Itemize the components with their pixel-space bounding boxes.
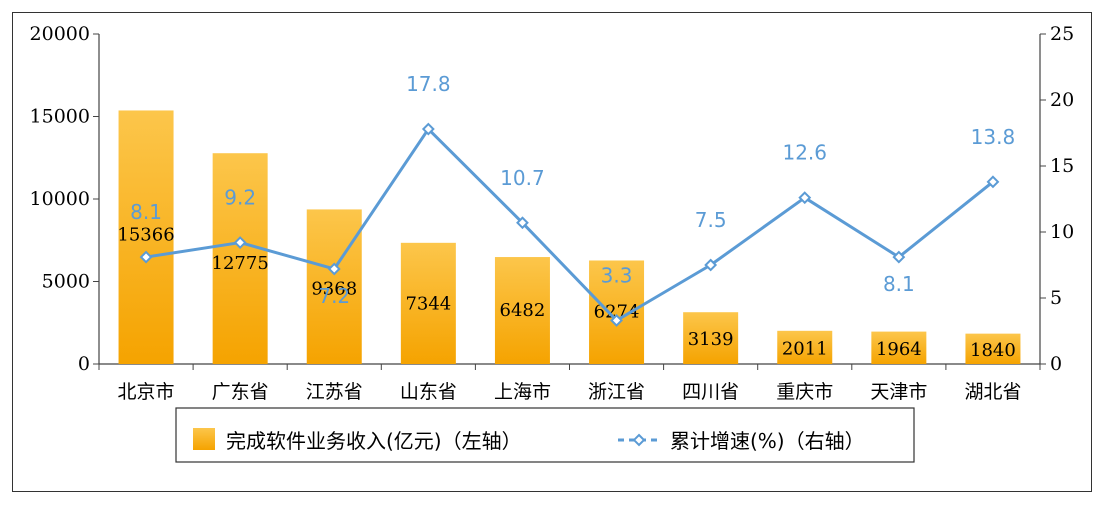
x-tick-label: 湖北省: [964, 381, 1021, 403]
bar-value-label: 9368: [311, 278, 357, 299]
line-point: [327, 262, 341, 276]
line-point: [798, 191, 812, 205]
bar: [777, 330, 833, 364]
right-tick-label: 10: [1050, 221, 1074, 243]
right-tick-label: 25: [1050, 23, 1074, 45]
legend-box: [175, 407, 915, 463]
line-value-label: 8.1: [130, 200, 162, 224]
line-point: [986, 175, 1000, 189]
line-point: [233, 236, 247, 249]
legend-line-label: 累计增速(%)（右轴）: [670, 429, 865, 453]
line-value-label: 7.5: [695, 208, 727, 232]
bar-value-label: 6482: [500, 300, 546, 321]
right-tick-label: 5: [1050, 287, 1062, 309]
legend-line-marker: [632, 433, 646, 447]
bar: [118, 110, 174, 364]
bar-value-label: 12775: [212, 253, 269, 274]
x-tick-label: 江苏省: [306, 381, 363, 403]
x-tick-label: 重庆市: [776, 381, 833, 403]
left-tick-label: 20000: [30, 23, 90, 45]
left-tick-label: 0: [78, 353, 90, 375]
right-tick-label: 15: [1050, 155, 1074, 177]
line-point: [892, 250, 906, 264]
bar: [871, 331, 927, 364]
legend-bar-label: 完成软件业务收入(亿元)（左轴）: [226, 429, 522, 453]
x-tick-label: 上海市: [494, 381, 551, 403]
bar: [306, 209, 362, 364]
bar-value-label: 1840: [970, 340, 1016, 361]
x-tick-label: 天津市: [870, 381, 927, 403]
right-tick-label: 0: [1050, 353, 1062, 375]
bar: [683, 312, 739, 364]
bar-value-label: 3139: [688, 329, 734, 350]
line-value-label: 17.8: [406, 72, 451, 96]
line-value-label: 3.3: [601, 263, 633, 287]
bar-value-label: 7344: [405, 293, 451, 314]
line-point: [139, 250, 153, 264]
line-point: [610, 314, 623, 327]
left-tick-label: 5000: [42, 271, 90, 293]
x-tick-label: 广东省: [212, 381, 269, 403]
x-tick-label: 山东省: [400, 381, 457, 403]
bar: [589, 260, 645, 364]
line-value-label: 8.1: [883, 272, 915, 296]
bar: [965, 333, 1021, 364]
line-value-label: 10.7: [500, 166, 545, 190]
line-value-label: 9.2: [224, 186, 256, 210]
line-value-label: 12.6: [782, 141, 827, 165]
x-tick-label: 浙江省: [588, 381, 645, 403]
bar: [494, 257, 550, 364]
line-point: [516, 216, 529, 230]
left-tick-label: 10000: [30, 188, 90, 210]
bar-value-label: 1964: [876, 339, 922, 360]
bar-value-label: 2011: [782, 338, 828, 359]
x-tick-label: 北京市: [118, 381, 175, 403]
bar-value-label: 15366: [117, 224, 174, 245]
bar: [212, 153, 268, 364]
line-point: [421, 122, 435, 136]
x-tick-label: 四川省: [682, 381, 739, 403]
line-point: [704, 258, 718, 272]
left-tick-label: 15000: [30, 106, 90, 128]
line-value-label: 13.8: [971, 125, 1016, 149]
right-tick-label: 20: [1050, 89, 1074, 111]
growth-line: [145, 127, 994, 322]
line-value-label: 7.2: [318, 284, 350, 308]
legend-bar-swatch: [193, 428, 215, 450]
bar: [400, 242, 456, 364]
